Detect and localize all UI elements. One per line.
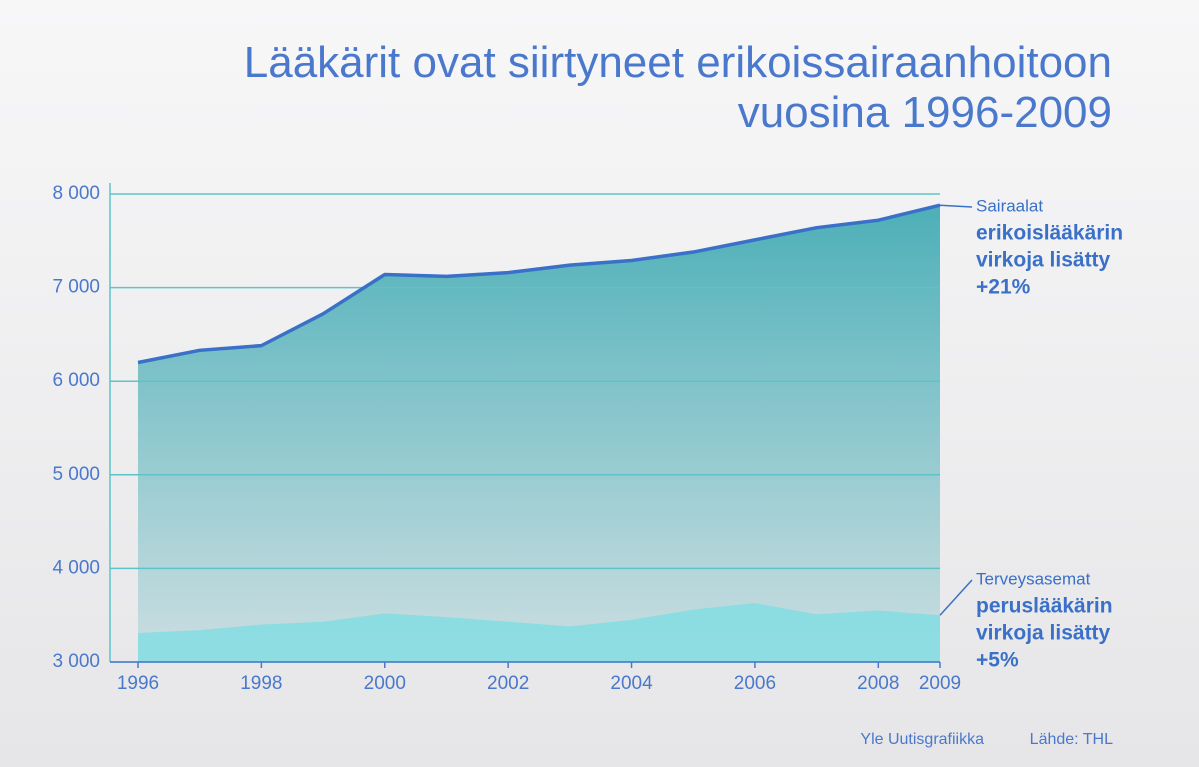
y-tick-label: 8 000 xyxy=(52,183,100,204)
x-tick-label: 1996 xyxy=(117,673,159,694)
x-tick-label: 2009 xyxy=(919,673,961,694)
y-tick-label: 3 000 xyxy=(52,651,100,672)
credit: Yle Uutisgrafiikka xyxy=(860,731,984,748)
series-note: erikoislääkärin xyxy=(976,222,1123,245)
series-note: +21% xyxy=(976,276,1031,299)
area xyxy=(138,205,940,662)
x-tick-label: 1998 xyxy=(240,673,282,694)
area xyxy=(138,603,940,662)
series-note: virkoja lisätty xyxy=(976,249,1111,272)
y-tick-label: 7 000 xyxy=(52,277,100,298)
x-tick-label: 2002 xyxy=(487,673,529,694)
y-tick-label: 4 000 xyxy=(52,557,100,578)
source: Lähde: THL xyxy=(1030,731,1113,748)
series-note: virkoja lisätty xyxy=(976,622,1111,645)
x-tick-label: 2008 xyxy=(857,673,899,694)
leader-line xyxy=(939,204,973,208)
x-tick-label: 2004 xyxy=(610,673,653,694)
series-note: peruslääkärin xyxy=(976,595,1113,618)
chart-title: Lääkärit ovat siirtyneet erikoissairaanh… xyxy=(243,38,1112,137)
series-name: Terveysasemat xyxy=(976,569,1091,588)
line xyxy=(137,203,941,365)
x-tick-label: 2000 xyxy=(364,673,406,694)
series-note: +5% xyxy=(976,649,1019,672)
y-tick-label: 6 000 xyxy=(52,370,100,391)
x-tick-label: 2006 xyxy=(734,673,776,694)
leader-line xyxy=(939,579,973,616)
y-tick-label: 5 000 xyxy=(52,464,100,485)
series-name: Sairaalat xyxy=(976,196,1043,215)
